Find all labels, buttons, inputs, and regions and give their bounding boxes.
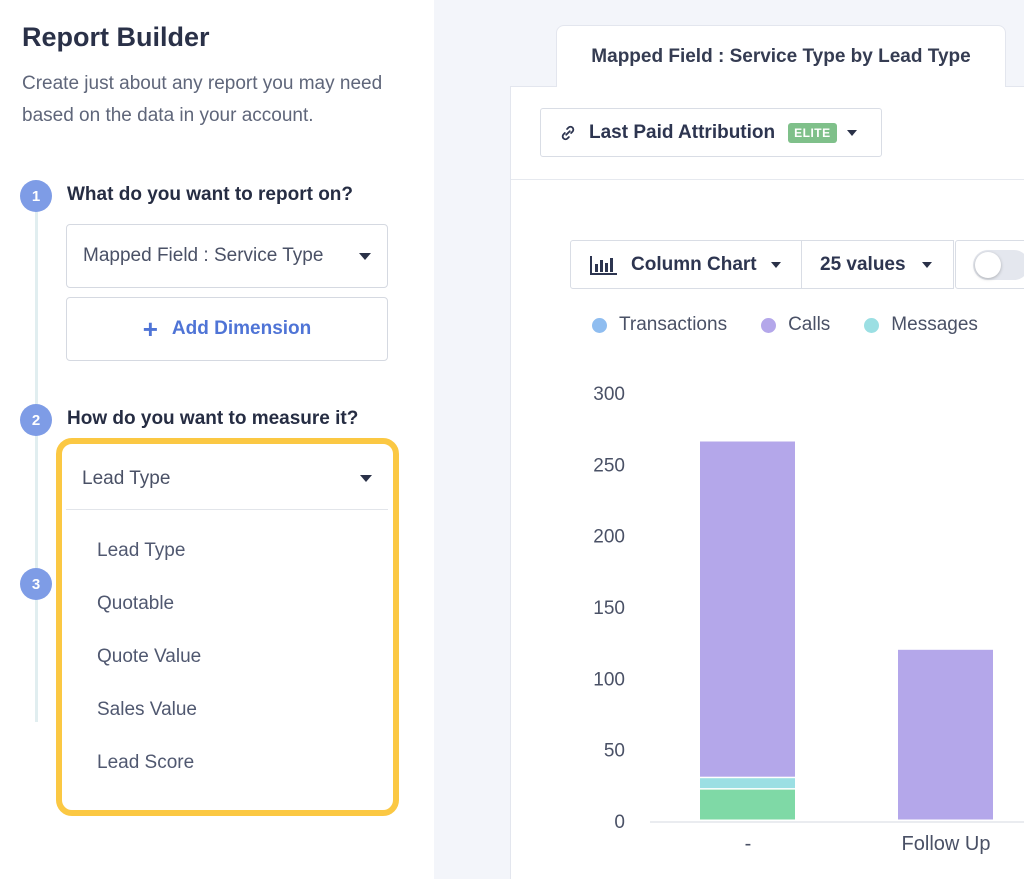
chart-toggle[interactable] [955, 240, 1024, 289]
page-description: Create just about any report you may nee… [22, 73, 383, 126]
y-tick-label: 0 [614, 812, 625, 833]
steps-rail [35, 200, 38, 722]
y-tick-label: 50 [604, 741, 625, 762]
measure-option-quotable[interactable]: Quotable [97, 592, 175, 614]
bar-segment[interactable] [898, 649, 993, 820]
toggle-track[interactable] [973, 249, 1024, 280]
toggle-knob [975, 251, 1001, 278]
step-2-label: How do you want to measure it? [67, 408, 359, 429]
step-2-badge: 2 [20, 404, 52, 436]
bar-segment[interactable] [700, 441, 795, 777]
step-1-badge: 1 [20, 180, 52, 212]
section-divider [511, 179, 1024, 180]
chevron-down-icon [846, 129, 857, 136]
y-tick-label: 300 [593, 384, 625, 405]
measure-option-quote-value[interactable]: Quote Value [97, 645, 202, 667]
attribution-dropdown[interactable]: Last Paid Attribution ELITE [540, 108, 882, 157]
attribution-label: Last Paid Attribution [589, 121, 776, 143]
y-tick-label: 100 [593, 669, 625, 690]
step-1-label: What do you want to report on? [67, 184, 354, 205]
values-count-label: 25 values [820, 253, 906, 275]
legend-dot [761, 317, 777, 333]
x-tick-label: - [745, 833, 752, 855]
legend-label: Transactions [619, 314, 728, 335]
measure-options-list: Lead Type Quotable Quote Value Sales Val… [66, 510, 388, 789]
x-tick-label: Follow Up [902, 833, 991, 855]
legend-item-messages[interactable]: Messages [864, 314, 978, 336]
add-dimension-label: Add Dimension [171, 318, 312, 339]
legend-item-transactions[interactable]: Transactions [592, 314, 727, 336]
measure-option-lead-score[interactable]: Lead Score [97, 751, 195, 773]
legend-item-calls[interactable]: Calls [761, 314, 830, 336]
link-icon [561, 125, 575, 140]
measure-option-sales-value[interactable]: Sales Value [97, 698, 197, 720]
chevron-down-icon [360, 475, 372, 482]
legend-label: Messages [891, 314, 978, 335]
add-dimension-button[interactable]: + Add Dimension [66, 297, 388, 361]
chart-type-label: Column Chart [631, 253, 757, 275]
measure-highlight-frame [56, 438, 399, 816]
bar-segment[interactable] [700, 789, 795, 820]
measure-select-value: Lead Type [82, 467, 171, 489]
report-preview-panel: Mapped Field : Service Type by Lead Type… [434, 0, 1024, 879]
tab-report[interactable]: Mapped Field : Service Type by Lead Type [556, 25, 1006, 87]
step-3-badge: 3 [20, 568, 52, 600]
chevron-down-icon [921, 261, 932, 268]
bar-segment[interactable] [700, 778, 795, 789]
legend-dot [592, 317, 607, 333]
y-tick-label: 250 [593, 455, 625, 476]
dimension-select-value: Mapped Field : Service Type [83, 245, 324, 266]
legend-dot [864, 317, 880, 333]
bar-chart-icon [590, 255, 617, 275]
column-chart: 300 250 200 150 100 50 0 - Follow Up [593, 384, 1024, 855]
report-builder-panel: Report Builder Create just about any rep… [0, 0, 434, 879]
page-title: Report Builder [22, 22, 210, 52]
values-count-dropdown[interactable]: 25 values [802, 240, 954, 289]
chevron-down-icon [359, 252, 371, 260]
measure-option-lead-type[interactable]: Lead Type [97, 539, 186, 561]
elite-badge: ELITE [788, 122, 837, 143]
plus-icon: + [142, 314, 158, 344]
y-tick-label: 150 [593, 598, 625, 619]
chevron-down-icon [770, 261, 781, 268]
dimension-select[interactable]: Mapped Field : Service Type [66, 224, 388, 288]
measure-select[interactable]: Lead Type [66, 448, 388, 510]
y-tick-label: 200 [593, 527, 625, 548]
legend-label: Calls [788, 314, 831, 335]
chart-type-dropdown[interactable]: Column Chart [570, 240, 802, 289]
chart-legend: Transactions Calls Messages [592, 314, 1012, 336]
